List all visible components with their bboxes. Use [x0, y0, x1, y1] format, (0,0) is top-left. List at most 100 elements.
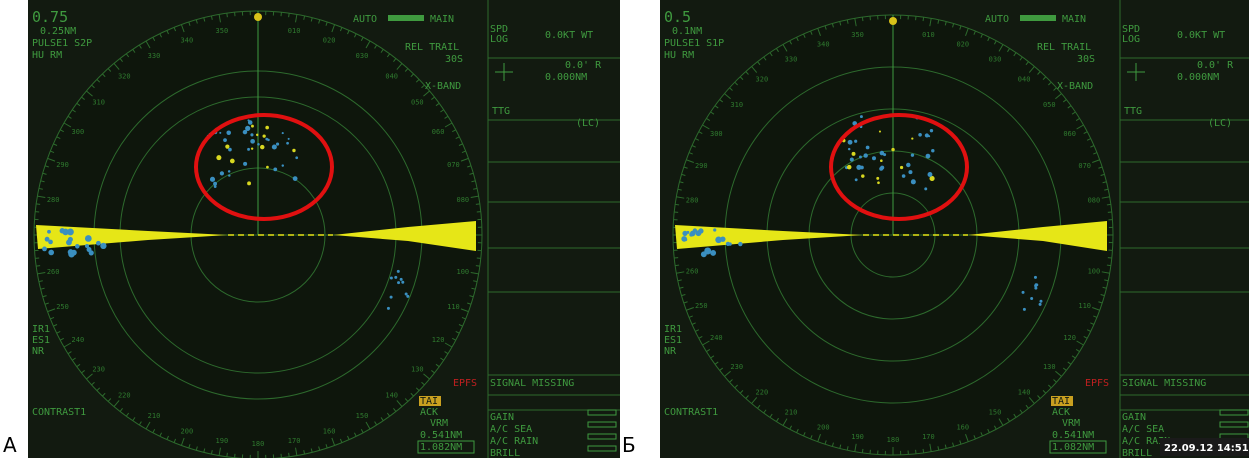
degree-tick — [1086, 138, 1091, 141]
echo-dot — [715, 236, 722, 244]
degree-tick — [467, 165, 472, 168]
degree-tick — [347, 435, 350, 440]
degree-tick — [81, 96, 85, 100]
degree-tick — [973, 435, 976, 440]
degree-tick — [1076, 340, 1084, 346]
degree-tick — [119, 408, 123, 412]
degree-tick — [1048, 384, 1052, 389]
ttg: TTG — [1124, 106, 1142, 117]
echo-dot — [854, 178, 858, 182]
degree-tick — [218, 447, 221, 456]
degree-tick — [729, 379, 733, 383]
bearing-label: 200 — [181, 427, 194, 435]
degree-tick — [471, 180, 476, 183]
panel-label: Б — [622, 433, 636, 457]
degree-tick — [404, 398, 409, 402]
echo-dot — [67, 249, 74, 256]
echo-dot — [399, 277, 403, 281]
level-bar — [587, 433, 617, 440]
degree-tick — [1102, 286, 1107, 289]
bearing-label: 110 — [1078, 302, 1091, 310]
degree-tick — [757, 404, 761, 409]
degree-tick — [745, 395, 749, 399]
panel-label: А — [3, 433, 17, 457]
degree-tick — [1098, 301, 1103, 304]
mode: HU RM — [32, 50, 62, 61]
degree-tick — [59, 129, 64, 133]
brill: BRILL — [490, 448, 520, 458]
degree-tick — [1100, 294, 1105, 297]
gain: GAIN — [1122, 412, 1146, 423]
nr: NR — [32, 346, 45, 357]
degree-tick — [145, 421, 151, 430]
degree-tick — [42, 172, 47, 175]
echo-dot — [295, 156, 299, 160]
degree-tick — [331, 24, 336, 33]
degree-tick — [159, 33, 163, 38]
bearing-label: 320 — [756, 76, 769, 84]
degree-tick — [444, 351, 449, 355]
tai: TAI — [1052, 396, 1070, 407]
echo-dot — [1021, 290, 1025, 294]
echo-dot — [858, 155, 862, 159]
bearing-label: 120 — [432, 336, 445, 344]
signal: SIGNAL MISSING — [1122, 378, 1206, 389]
bearing-label: 130 — [411, 366, 424, 374]
degree-tick — [396, 63, 403, 70]
degree-tick — [846, 446, 849, 451]
echo-dot — [292, 176, 298, 181]
degree-tick — [295, 14, 298, 23]
degree-tick — [1076, 124, 1084, 130]
bearing-label: 350 — [216, 27, 229, 35]
degree-tick — [998, 418, 1004, 426]
level-bar — [587, 409, 617, 416]
degree-tick — [686, 307, 694, 311]
echo-dot — [1033, 275, 1037, 279]
degree-tick — [1092, 307, 1100, 311]
degree-tick — [688, 315, 693, 318]
degree-tick — [1007, 48, 1011, 53]
degree-tick — [1019, 56, 1023, 61]
degree-tick — [831, 442, 834, 447]
echo-dot — [216, 155, 222, 161]
degree-tick — [360, 429, 364, 434]
mode: HU RM — [664, 50, 694, 61]
echo-dot — [227, 170, 231, 173]
bearing-label: 060 — [1063, 130, 1076, 138]
echo-dot — [275, 142, 280, 146]
echo-dot — [924, 187, 928, 191]
degree-tick — [1067, 105, 1072, 109]
auto-bar — [1020, 15, 1056, 21]
degree-tick — [132, 417, 136, 421]
degree-tick — [824, 440, 827, 445]
trail: REL TRAIL — [1037, 42, 1091, 53]
degree-tick — [50, 150, 55, 154]
degree-tick — [458, 143, 463, 146]
bearing-label: 180 — [252, 440, 265, 448]
degree-tick — [40, 287, 45, 290]
degree-tick — [53, 143, 58, 146]
echo-dot — [901, 174, 906, 178]
degree-tick — [679, 181, 684, 184]
vrm1: 0.541NM — [420, 430, 462, 441]
echo-dot — [891, 147, 895, 152]
degree-tick — [339, 438, 343, 443]
degree-tick — [929, 18, 932, 27]
echo-dot — [225, 144, 230, 149]
echo-dot — [863, 153, 868, 158]
echo-dot — [689, 232, 694, 237]
echo-dot — [271, 144, 277, 150]
degree-tick — [386, 412, 391, 417]
bearing-label: 030 — [356, 52, 369, 60]
echo-dot — [908, 170, 913, 175]
degree-tick — [145, 40, 151, 49]
echo-dot — [219, 171, 225, 176]
echo-dot — [242, 129, 248, 135]
echo-dot — [1022, 307, 1026, 311]
degree-tick — [203, 17, 206, 22]
echo-dot — [698, 228, 704, 234]
bearing-label: 060 — [432, 128, 445, 136]
echo-dot — [262, 134, 266, 138]
bearing-label: 280 — [686, 197, 699, 205]
nr: NR — [664, 346, 677, 357]
